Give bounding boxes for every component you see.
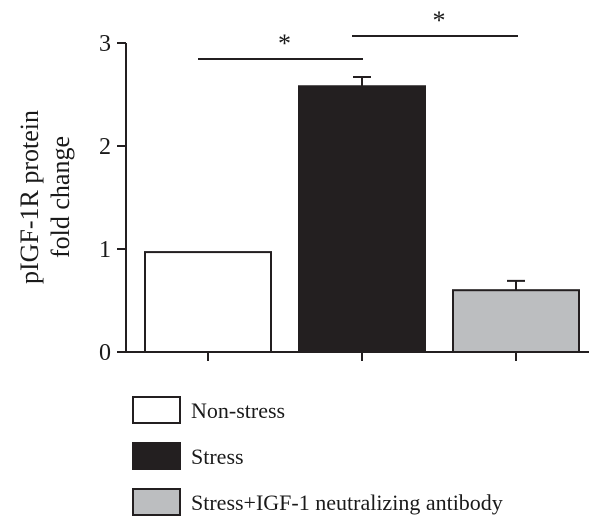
legend: Non-stress Stress Stress+IGF-1 neutralizin… [132, 396, 503, 516]
y-tick-label: 2 [99, 134, 111, 160]
significance-label: * [278, 29, 291, 58]
y-tick-label: 3 [99, 31, 111, 57]
legend-label: Stress [191, 444, 244, 469]
legend-swatch [132, 442, 181, 470]
y-tick-label: 0 [99, 340, 111, 366]
legend-label: Non-stress [191, 398, 285, 423]
bar [452, 289, 580, 354]
bar [144, 251, 272, 353]
significance-brackets: ** [198, 6, 518, 60]
significance-label: * [433, 6, 446, 35]
legend-label: Stress+IGF-1 neutralizing antibody [191, 490, 503, 515]
legend-swatch [132, 396, 181, 424]
y-axis-title-line-1: pIGF-1R protein [15, 110, 44, 284]
bar [298, 85, 426, 353]
x-axis [126, 351, 589, 361]
y-axis-title-line-2: fold change [46, 136, 75, 258]
y-axis: 0 1 2 3 [99, 31, 127, 366]
bars [144, 75, 580, 354]
y-tick-label: 1 [99, 237, 111, 263]
y-axis-title: pIGF-1R protein fold change [15, 110, 75, 284]
legend-swatch [132, 488, 181, 516]
